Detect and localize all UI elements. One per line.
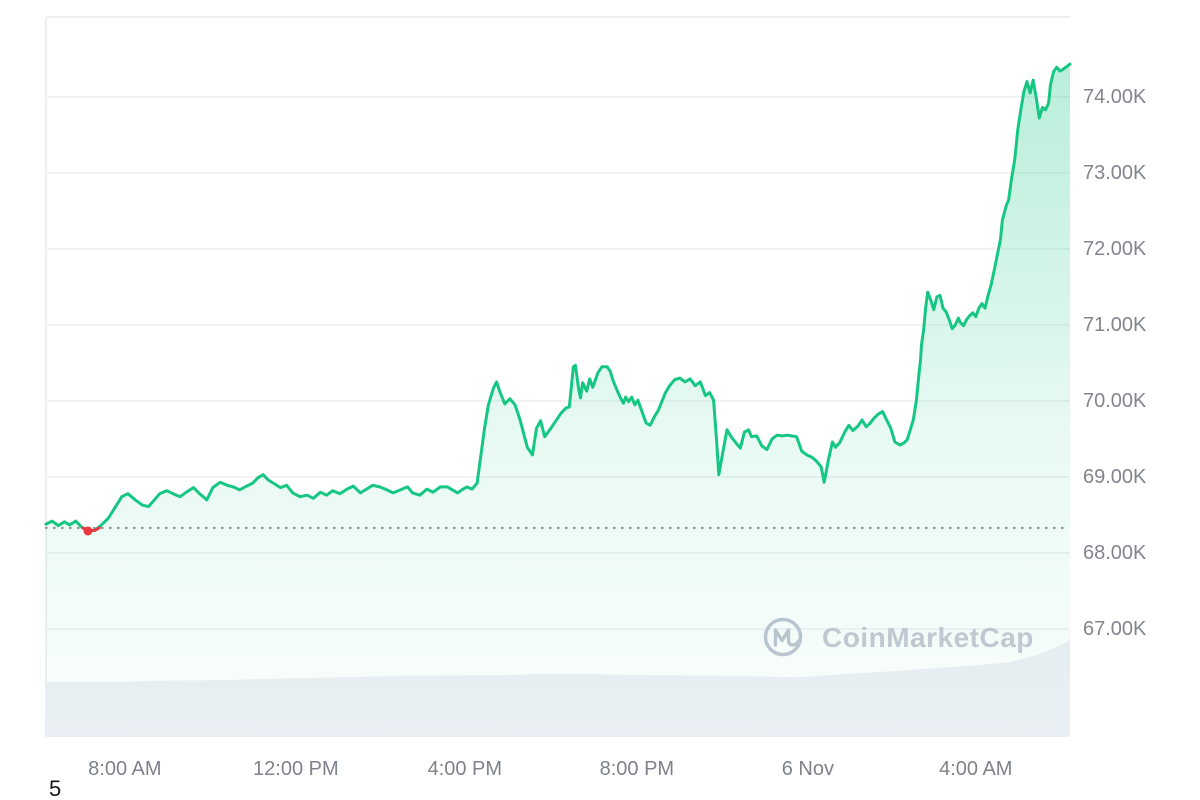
low-point-marker xyxy=(83,526,93,536)
price-line xyxy=(44,62,1072,533)
x-axis-label: 12:00 PM xyxy=(253,758,339,780)
y-axis-label: 72.00K xyxy=(1083,237,1147,260)
x-axis-label: 4:00 PM xyxy=(427,758,503,780)
price-area-fill xyxy=(46,64,1070,738)
y-axis-label: 69.00K xyxy=(1083,465,1147,488)
y-axis-label: 73.00K xyxy=(1083,161,1147,184)
y-axis-label: 70.00K xyxy=(1083,389,1147,412)
y-axis-label: 67.00K xyxy=(1083,618,1147,641)
stray-digit-label: 5 xyxy=(49,776,62,800)
x-axis-label: 8:00 AM xyxy=(88,758,162,780)
y-axis-label: 74.00K xyxy=(1083,85,1147,108)
y-axis-label: 71.00K xyxy=(1083,313,1147,336)
x-axis-label: 8:00 PM xyxy=(599,758,675,780)
y-axis-label: 68.00K xyxy=(1083,542,1147,564)
x-axis-label: 6 Nov xyxy=(781,758,834,780)
x-axis-label: 4:00 AM xyxy=(939,758,1013,780)
